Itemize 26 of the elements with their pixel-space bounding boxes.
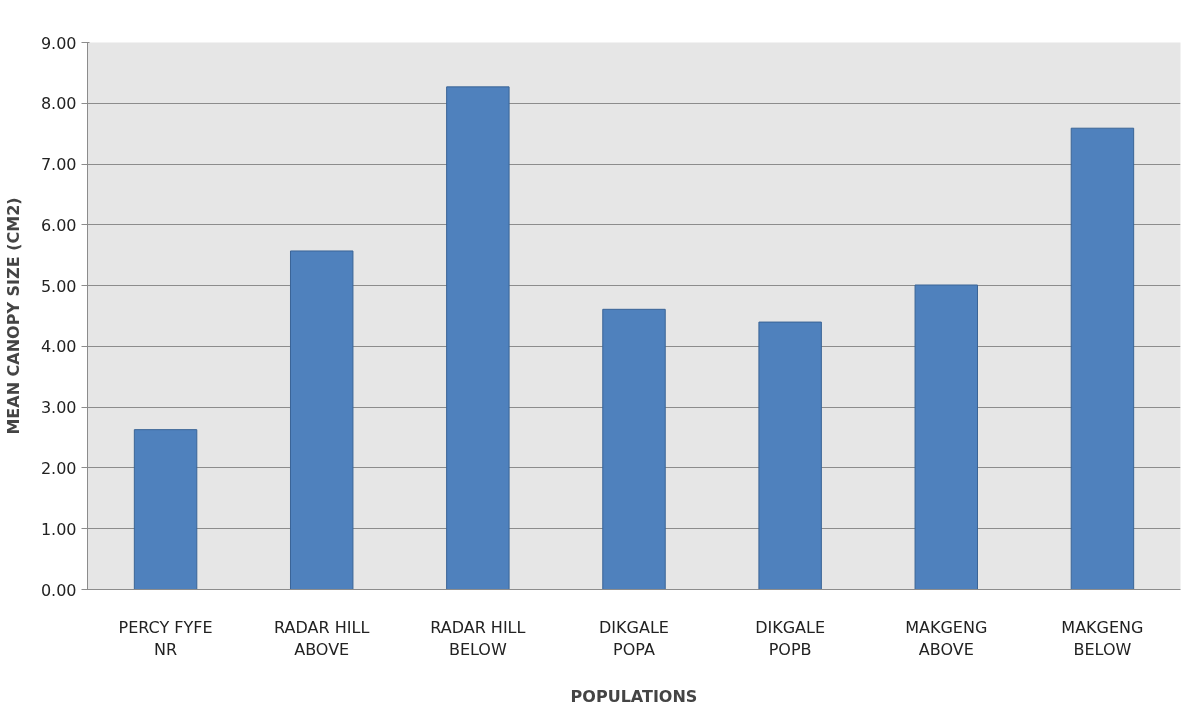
y-tick-label: 6.00 [40,215,77,235]
y-tick-label: 5.00 [40,276,77,296]
x-tick-label: MAKGENG ABOVE [905,617,988,660]
y-tick-label: 9.00 [40,33,77,53]
bar [289,250,354,590]
x-axis-title: POPULATIONS [570,687,698,707]
y-tick-label: 1.00 [40,519,77,539]
y-tick-label: 8.00 [40,94,77,114]
y-tick-label: 4.00 [40,337,77,357]
y-tick-label: 7.00 [40,155,77,175]
bar [914,284,979,590]
y-axis-title: MEAN CANOPY SIZE (CM2) [3,197,23,435]
x-tick-label: DIKGALE POPA [599,617,669,660]
y-tick-label: 3.00 [40,398,77,418]
bar [758,321,822,590]
y-tick-label: 0.00 [40,580,77,600]
x-tick-label: PERCY FYFE NR [118,617,213,660]
bar [602,308,666,590]
x-tick-label: DIKGALE POPB [755,617,826,660]
y-tick-label: 2.00 [40,458,77,478]
x-tick-label: RADAR HILL BELOW [430,617,526,660]
x-tick-label: MAKGENG BELOW [1061,617,1144,660]
x-tick-label: RADAR HILL ABOVE [274,617,370,660]
bar [1070,127,1135,590]
bar [446,86,510,590]
bar [133,429,198,590]
